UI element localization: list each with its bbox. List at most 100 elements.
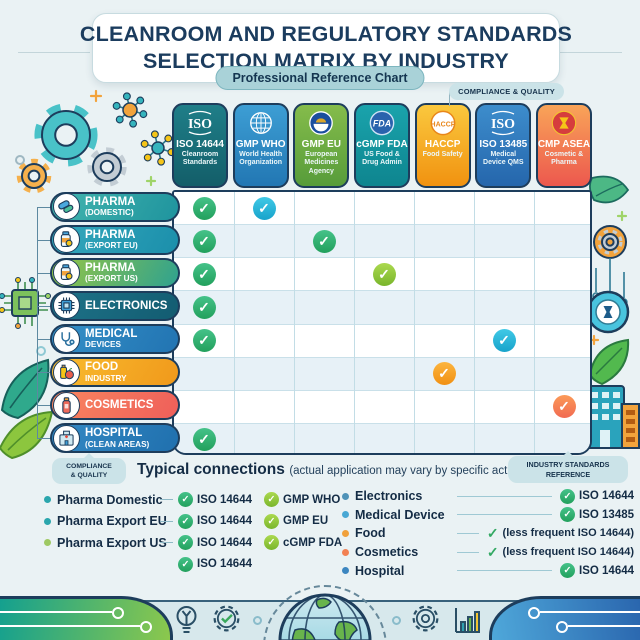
legend-standard-item: ✓ ISO 14644 — [178, 556, 264, 572]
ema-emblem-logo — [307, 108, 335, 138]
legend-standard-label: ISO 14644 — [197, 493, 252, 506]
column-header-gmp-who: GMP WHO World Health Organization — [232, 103, 289, 188]
row-label-main: HOSPITAL — [85, 427, 143, 440]
legend-dash-line — [160, 499, 173, 501]
column-subtitle: US Food & Drug Admin — [362, 151, 402, 167]
divider-line — [560, 52, 622, 53]
column-subtitle: Food Safety — [422, 151, 463, 158]
circuit-dot — [253, 616, 262, 625]
legend-row: Pharma Export US ✓ ISO 14644 ✓ cGMP FDA — [44, 532, 350, 554]
circuit-dot — [140, 621, 152, 633]
row-connector-line — [37, 438, 52, 440]
grid-column-line — [354, 192, 355, 453]
standards-matrix-table: ISO ISO 14644 Cleanroom Standards GMP WHO Wo… — [172, 103, 592, 455]
gear-icon — [410, 603, 441, 639]
column-header-gmp-eu: GMP EU European Medicines Agency — [293, 103, 350, 188]
column-subtitle: European Medicines Agency — [304, 151, 339, 175]
circuit-trace — [568, 625, 640, 627]
tag-text: & QUALITY — [70, 472, 108, 480]
gears-molecules-decoration — [8, 88, 176, 198]
tag-text: REFERENCE — [545, 469, 591, 479]
lightbulb-icon — [173, 604, 200, 640]
column-name: ISO 13485 — [479, 139, 528, 150]
bullet-icon — [342, 492, 349, 500]
circuit-trace — [0, 625, 140, 627]
haccp-seal-logo: HACCP — [429, 108, 457, 138]
legend-list-left: Pharma Domestic ✓ ISO 14644 ✓ GMP WHO Pharma … — [44, 489, 350, 575]
row-label-main: FOOD — [85, 361, 119, 374]
check-icon: ✓ — [560, 507, 576, 523]
row-label-main: PHARMA — [85, 195, 136, 208]
row-label-sub: INDUSTRY — [85, 373, 127, 383]
industry-row-pharma-export-eu: PHARMA (EXPORT EU) — [50, 224, 180, 255]
gear-check-icon — [211, 603, 242, 639]
legend-list-right: Electronics ✓ ISO 14644 Medical Device ✓ ISO … — [342, 487, 634, 580]
compliance-quality-tag-top: COMPLIANCE & QUALITY — [449, 83, 564, 100]
row-connector-line — [37, 206, 52, 208]
check-icon: ✓ — [178, 556, 193, 572]
column-header-ccmp-asean: CCMP ASEANCosmetic & Pharma — [535, 103, 592, 188]
svg-text:ISO: ISO — [188, 117, 212, 132]
legend-standard-label: cGMP FDA — [283, 536, 343, 549]
column-name: HACCP — [424, 139, 461, 150]
check-icon: ✓ — [264, 535, 279, 551]
column-subtitle: Cleanroom Standards — [181, 151, 219, 167]
circuit-dot — [392, 616, 401, 625]
pills-icon — [53, 193, 80, 220]
legend-standard-label: GMP WHO — [283, 493, 341, 506]
legend-dash-line — [160, 520, 173, 522]
row-connector-line — [37, 305, 52, 307]
bullet-icon — [44, 517, 51, 525]
column-subtitle: World Health Organization — [239, 151, 283, 167]
check-icon: ✓ — [178, 535, 193, 551]
check-icon: ✓ — [192, 196, 216, 220]
check-icon: ✓ — [372, 262, 396, 286]
legend-standard-label: ISO 13485 — [579, 508, 634, 521]
svg-text:FDA: FDA — [373, 119, 391, 129]
row-label-main: ELECTRONICS — [85, 299, 168, 312]
cosmetics-bottle-icon — [53, 391, 80, 419]
bar-chart-icon — [452, 606, 482, 639]
leaves-decoration-left — [0, 352, 70, 469]
legend-standard-item: ✓ ISO 14644 — [178, 513, 264, 529]
row-label: COSMETICS — [85, 399, 153, 411]
grid-row-stripe — [174, 390, 590, 424]
tag-text: COMPLIANCE — [66, 463, 112, 470]
legend-row: Pharma Export EU ✓ ISO 14644 ✓ GMP EU — [44, 511, 350, 533]
grid-column-line — [234, 192, 235, 453]
column-name: GMP EU — [301, 139, 341, 150]
bullet-icon — [44, 496, 51, 504]
circuit-trace — [0, 611, 112, 613]
row-label-sub: DEVICES — [85, 340, 121, 350]
legend-row: ✓ ISO 14644 — [44, 554, 350, 576]
legend-standard-label: ISO 14644 — [197, 515, 252, 528]
grid-column-line — [534, 192, 535, 453]
row-label: FOOD INDUSTRY — [85, 361, 127, 383]
legend-standard-item: ✓ ISO 14644 — [178, 535, 264, 551]
column-header-haccp: HACCP HACCP Food Safety — [414, 103, 471, 188]
column-subtitle: Cosmetic & Pharma — [544, 151, 584, 167]
legend-industry-name: Pharma Export US — [57, 535, 167, 550]
circuit-trace — [540, 611, 640, 613]
column-header-iso-14644: ISO ISO 14644 Cleanroom Standards — [172, 103, 228, 188]
footer-green-shape — [0, 596, 173, 640]
industry-row-pharma-domestic: PHARMA (DOMESTIC) — [50, 191, 180, 222]
legend-standard-label: (less frequent ISO 14644) — [502, 546, 634, 559]
bullet-icon — [342, 529, 349, 537]
legend-industry-name: Medical Device — [355, 507, 445, 522]
bullet-icon — [44, 561, 51, 568]
grid-row-stripe — [174, 423, 590, 453]
iso-certification-logo: ISO — [485, 108, 521, 138]
circuit-dot — [528, 607, 540, 619]
row-label: PHARMA (EXPORT EU) — [85, 229, 138, 251]
legend-standard-label: ISO 14644 — [579, 490, 634, 503]
svg-text:ISO: ISO — [491, 117, 515, 132]
page-title-line1: CLEANROOM AND REGULATORY STANDARDS — [79, 22, 573, 47]
legend-dash-line — [160, 542, 173, 544]
legend-standard-label: ISO 14644 — [197, 558, 252, 571]
circuit-chip-decoration — [0, 276, 58, 339]
column-name: CCMP ASEAN — [537, 139, 591, 150]
column-headers: ISO ISO 14644 Cleanroom Standards GMP WHO Wo… — [172, 103, 592, 190]
legend-row: Medical Device ✓ ISO 13485 — [342, 506, 634, 525]
